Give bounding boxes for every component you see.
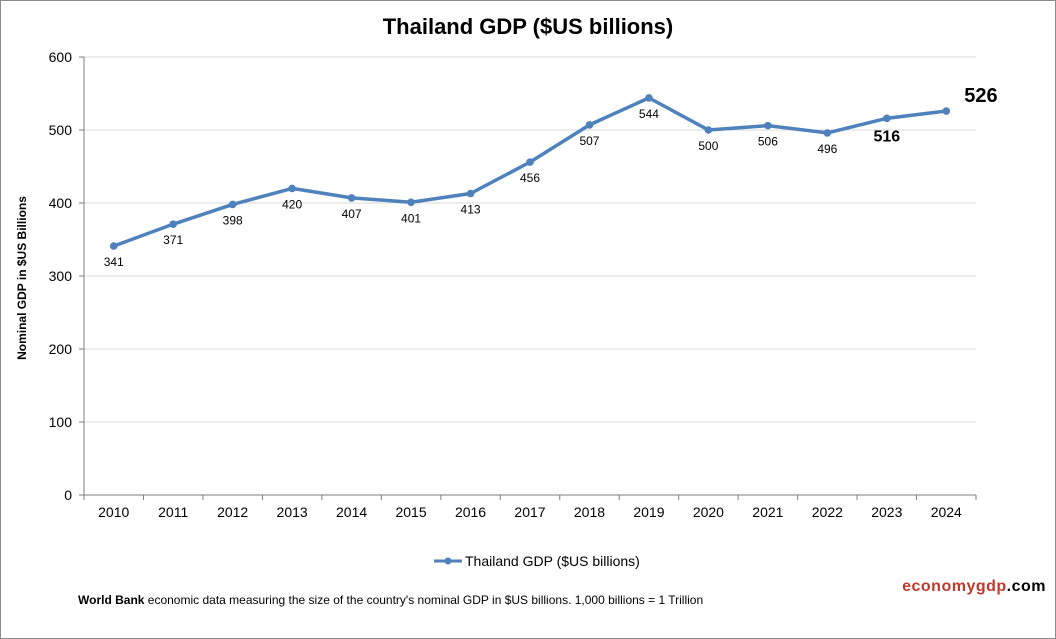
x-tick-label: 2017 xyxy=(514,504,545,520)
data-point[interactable] xyxy=(288,184,296,193)
x-tick-label: 2016 xyxy=(455,504,486,520)
data-label: 500 xyxy=(698,139,718,153)
data-point[interactable] xyxy=(883,114,891,123)
data-label: 496 xyxy=(817,142,837,156)
y-tick-label: 300 xyxy=(49,268,73,284)
data-label: 407 xyxy=(342,207,362,221)
x-tick-label: 2012 xyxy=(217,504,248,520)
x-tick-label: 2013 xyxy=(277,504,308,520)
data-point[interactable] xyxy=(228,200,237,209)
brand-name: economygdp xyxy=(902,578,1007,595)
y-tick-label: 200 xyxy=(49,341,73,357)
data-point[interactable] xyxy=(169,220,177,228)
data-point[interactable] xyxy=(347,194,356,202)
legend-label: Thailand GDP ($US billions) xyxy=(465,553,640,569)
legend-marker-icon xyxy=(444,557,452,565)
data-point[interactable] xyxy=(109,242,118,250)
x-tick-label: 2015 xyxy=(395,504,426,520)
legend[interactable]: Thailand GDP ($US billions) xyxy=(434,553,640,569)
x-tick-label: 2018 xyxy=(574,504,605,520)
x-tick-label: 2024 xyxy=(931,504,962,520)
footnote: World Bank economic data measuring the s… xyxy=(78,593,703,607)
y-tick-label: 400 xyxy=(49,195,73,211)
data-label: 371 xyxy=(163,233,183,247)
y-tick-label: 0 xyxy=(64,487,72,503)
x-tick-label: 2014 xyxy=(336,504,367,520)
data-point[interactable] xyxy=(585,121,594,129)
brand-domain: .com xyxy=(1006,578,1046,595)
y-axis-label: Nominal GDP in $US Billions xyxy=(15,196,29,360)
footnote-text: economic data measuring the size of the … xyxy=(144,593,704,607)
data-label: 401 xyxy=(401,211,421,225)
data-point[interactable] xyxy=(645,94,653,102)
x-tick-label: 2023 xyxy=(871,504,902,520)
x-tick-label: 2020 xyxy=(693,504,724,520)
data-label: 516 xyxy=(873,128,900,145)
data-point[interactable] xyxy=(407,198,415,207)
data-point[interactable] xyxy=(526,158,534,166)
x-tick-label: 2021 xyxy=(752,504,783,520)
series-layer xyxy=(109,94,951,250)
data-label: 398 xyxy=(223,213,243,227)
data-label: 420 xyxy=(282,197,302,211)
axes: 0 100 200 300 400 500 600 2010 2011 2012 2013 2014 2… xyxy=(49,49,977,520)
data-label: 507 xyxy=(579,134,599,148)
data-point[interactable] xyxy=(764,121,772,130)
data-labels: 341 371 398 420 407 401 413 456 507 544 500 506 496 5… xyxy=(104,85,998,269)
data-label: 544 xyxy=(639,107,659,121)
data-label: 506 xyxy=(758,135,778,149)
chart-title: Thailand GDP ($US billions) xyxy=(383,14,674,39)
data-point[interactable] xyxy=(704,126,713,134)
y-tick-label: 500 xyxy=(49,122,73,138)
x-tick-label: 2010 xyxy=(98,504,129,520)
brand-watermark[interactable]: economygdp.com xyxy=(902,578,1046,596)
data-label: 526 xyxy=(964,85,997,107)
y-tick-label: 600 xyxy=(49,49,73,65)
footnote-source: World Bank xyxy=(78,593,145,607)
data-label: 413 xyxy=(461,203,481,217)
x-tick-label: 2011 xyxy=(158,504,188,520)
data-point[interactable] xyxy=(942,107,951,115)
x-tick-label: 2022 xyxy=(812,504,843,520)
y-tick-label: 100 xyxy=(49,414,73,430)
data-point[interactable] xyxy=(466,189,475,198)
data-label: 456 xyxy=(520,171,540,185)
gridlines xyxy=(84,56,976,423)
data-point[interactable] xyxy=(823,129,832,137)
x-tick-label: 2019 xyxy=(633,504,664,520)
data-label: 341 xyxy=(104,255,124,269)
